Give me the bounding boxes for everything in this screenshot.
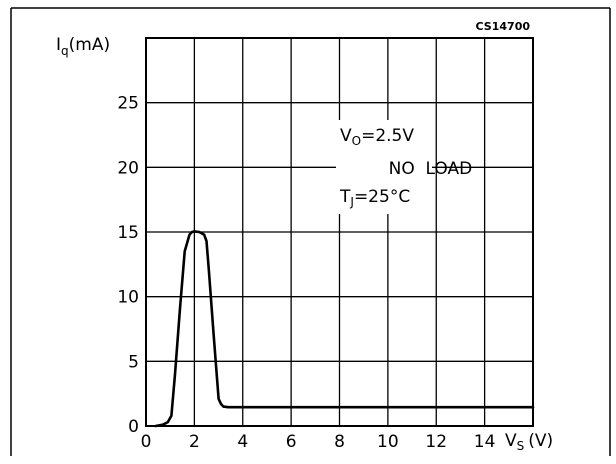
annotation-0-text: =2.5V xyxy=(361,126,414,146)
x-tick-label-2: 2 xyxy=(189,432,200,452)
conditions-annotation: VO=2.5V NO LOAD TJ=25°C xyxy=(336,120,510,214)
x-tick-label-4: 4 xyxy=(237,432,248,452)
x-tick-label-12: 12 xyxy=(425,432,447,452)
x-axis-label-symbol: V xyxy=(505,431,517,451)
x-axis-label: VS (V) xyxy=(505,431,553,453)
x-tick-label-6: 6 xyxy=(286,432,297,452)
y-tick-label-0: 0 xyxy=(128,417,139,437)
y-tick-label-25: 25 xyxy=(117,94,139,114)
x-axis-label-unit: (V) xyxy=(528,431,553,451)
annotation-0-symbol: V xyxy=(340,126,352,146)
annotation-2-symbol: T xyxy=(339,187,351,207)
x-tick-label-14: 14 xyxy=(474,432,496,452)
y-tick-label-10: 10 xyxy=(117,288,139,308)
y-axis-label: Iq(mA) xyxy=(56,35,110,58)
x-tick-label-8: 8 xyxy=(334,432,345,452)
annotation-2-subscript: J xyxy=(349,195,354,209)
figure-code-label: CS14700 xyxy=(476,20,531,33)
grid-lines xyxy=(145,37,534,427)
tick-labels: 0 2 4 6 8 10 12 14 0 5 10 15 20 25 xyxy=(117,94,495,452)
annotation-load: NO LOAD xyxy=(340,159,510,179)
plot-border xyxy=(145,37,534,427)
x-tick-label-0: 0 xyxy=(141,432,152,452)
y-tick-label-15: 15 xyxy=(117,223,139,243)
plot-area-border xyxy=(145,37,534,427)
annotation-junction-temperature: TJ=25°C xyxy=(339,187,410,209)
y-tick-label-20: 20 xyxy=(117,158,139,178)
y-axis-label-symbol: I xyxy=(56,35,61,55)
annotation-output-voltage: VO=2.5V xyxy=(340,126,414,148)
annotation-1-text: NO LOAD xyxy=(389,159,473,179)
annotation-0-subscript: O xyxy=(352,134,361,148)
x-tick-label-10: 10 xyxy=(377,432,399,452)
annotation-background xyxy=(336,120,432,214)
y-tick-label-5: 5 xyxy=(128,352,139,372)
x-axis-label-subscript: S xyxy=(517,439,525,453)
series-line-0 xyxy=(154,230,535,428)
y-axis-label-unit: (mA) xyxy=(69,35,110,55)
series-layer xyxy=(154,230,535,428)
annotation-2-text: =25°C xyxy=(354,187,410,207)
y-axis-label-subscript: q xyxy=(61,44,69,58)
